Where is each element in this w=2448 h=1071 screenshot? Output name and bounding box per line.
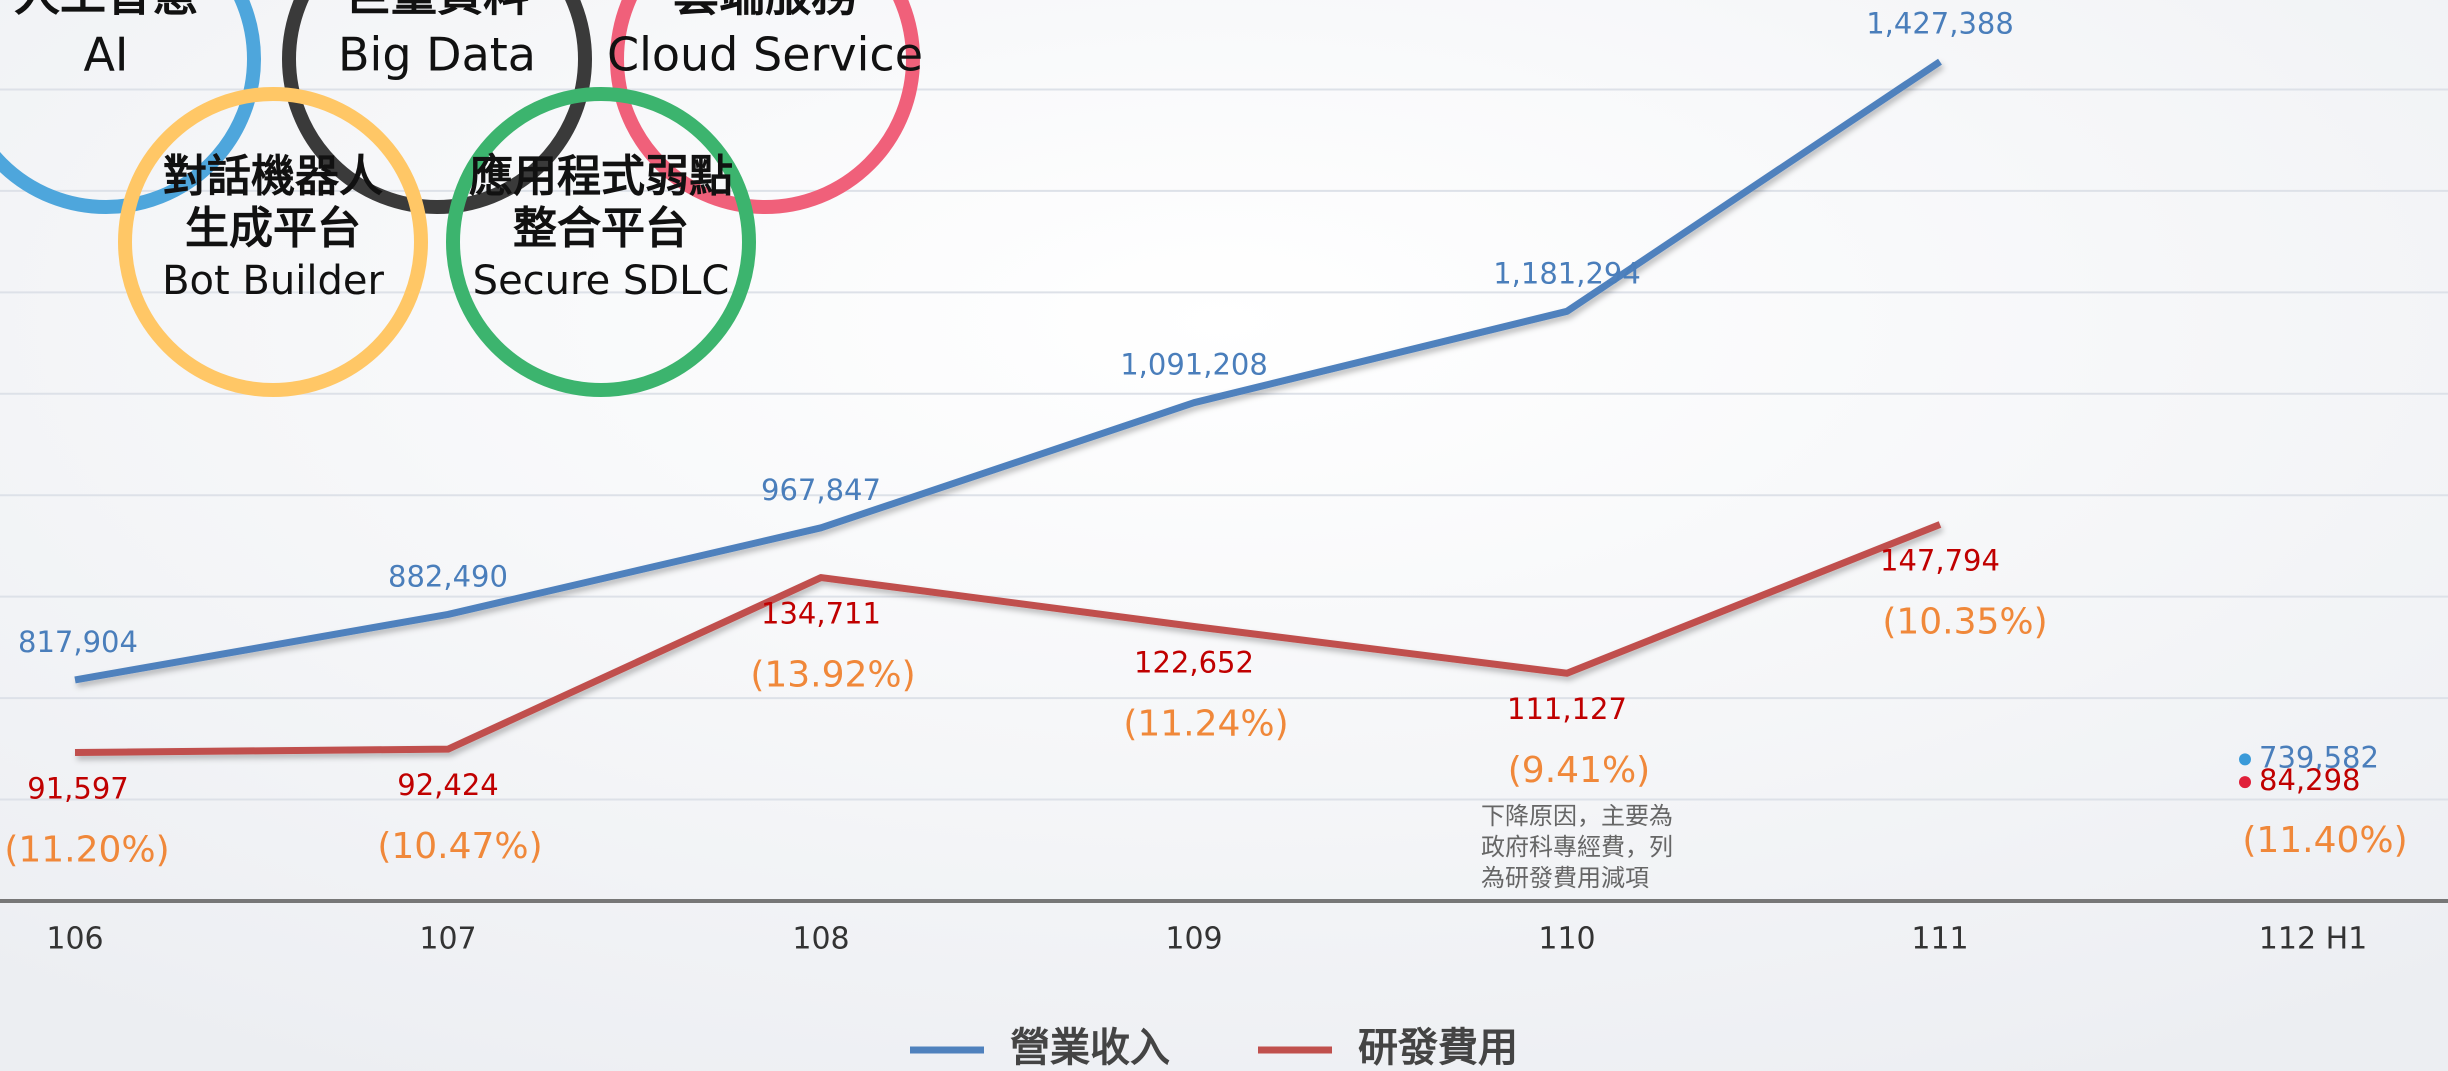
ring bbox=[446, 87, 756, 397]
value-label: 111,127 bbox=[1507, 692, 1627, 726]
ratio-label: (9.41%) bbox=[1508, 750, 1650, 791]
value-label: 122,652 bbox=[1134, 645, 1254, 679]
x-tick-label: 109 bbox=[1165, 922, 1222, 957]
value-label: 967,847 bbox=[761, 473, 881, 507]
value-label: 134,711 bbox=[761, 597, 881, 631]
value-label: 882,490 bbox=[388, 559, 508, 593]
value-label: 817,904 bbox=[18, 625, 138, 659]
ring-label: Bot Builder bbox=[162, 258, 384, 304]
ring-label: Secure SDLC bbox=[473, 258, 730, 304]
series-line bbox=[74, 58, 1942, 684]
ring-label: 應用程式弱點 bbox=[469, 151, 733, 202]
legend-label: 營業收入 bbox=[1010, 1025, 1170, 1071]
ratio-label: (13.92%) bbox=[750, 655, 915, 696]
ratio-label: (11.20%) bbox=[4, 829, 169, 870]
ring bbox=[118, 87, 428, 397]
annotation: 政府科專經費，列 bbox=[1481, 833, 1673, 861]
ring bbox=[610, 0, 920, 214]
series-line bbox=[74, 521, 1942, 756]
legend-label: 研發費用 bbox=[1358, 1025, 1518, 1071]
x-tick-label: 107 bbox=[419, 922, 476, 957]
ring-label: 生成平台 bbox=[185, 203, 361, 254]
ring bbox=[282, 0, 592, 214]
ring-label: 人工智慧 bbox=[14, 0, 198, 22]
value-label: 1,091,208 bbox=[1120, 348, 1268, 382]
ratio-label: (10.47%) bbox=[377, 826, 542, 867]
annotation: 為研發費用減項 bbox=[1481, 864, 1649, 892]
value-label: 91,597 bbox=[27, 771, 128, 805]
h1-point bbox=[2239, 753, 2251, 766]
annotation: 下降原因，主要為 bbox=[1481, 802, 1673, 830]
h1-value-label: 739,582 bbox=[2259, 740, 2379, 774]
h1-value-label: 84,298 bbox=[2259, 763, 2360, 797]
ratio-label: (11.24%) bbox=[1123, 703, 1288, 744]
value-label: 1,427,388 bbox=[1866, 7, 2014, 41]
value-label: 147,794 bbox=[1880, 543, 2000, 577]
ring bbox=[0, 0, 261, 214]
x-tick-label: 111 bbox=[1911, 922, 1968, 957]
ring-label: 巨量資料 bbox=[345, 0, 529, 22]
value-label: 92,424 bbox=[397, 768, 498, 802]
ring-label: 整合平台 bbox=[513, 203, 689, 254]
ratio-label: (11.40%) bbox=[2242, 820, 2407, 861]
ring-label: 對話機器人 bbox=[163, 151, 383, 202]
x-tick-label: 106 bbox=[46, 922, 103, 957]
value-label: 1,181,294 bbox=[1493, 256, 1641, 290]
ring-label: 雲端服務 bbox=[673, 0, 858, 22]
h1-point bbox=[2239, 776, 2251, 789]
ratio-label: (10.35%) bbox=[1882, 601, 2047, 642]
ring-label: Big Data bbox=[338, 28, 536, 82]
ring-label: AI bbox=[83, 28, 128, 82]
x-tick-label: 112 H1 bbox=[2259, 922, 2367, 957]
ring-label: Cloud Service bbox=[607, 28, 923, 82]
x-tick-label: 110 bbox=[1538, 922, 1595, 957]
x-tick-label: 108 bbox=[792, 922, 849, 957]
